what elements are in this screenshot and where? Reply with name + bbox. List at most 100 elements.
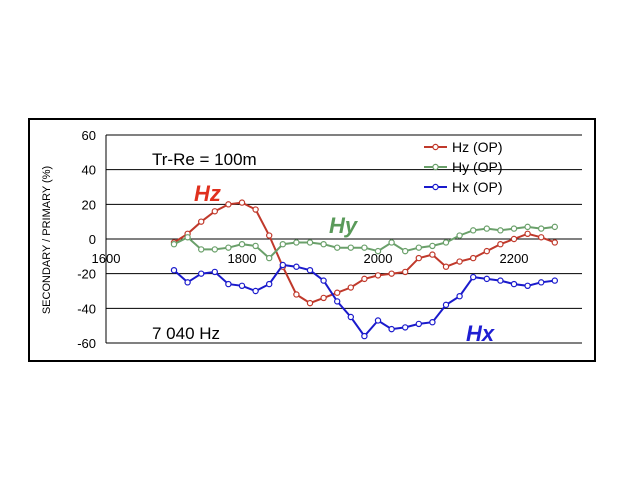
data-point xyxy=(361,332,368,340)
frequency-annotation: 7 040 Hz xyxy=(152,324,220,343)
data-point xyxy=(402,324,409,331)
data-point xyxy=(252,287,259,295)
data-point xyxy=(402,247,409,255)
x-tick-label: 2200 xyxy=(500,251,529,266)
data-point xyxy=(483,225,490,232)
y-axis-label: SECONDARY / PRIMARY (%) xyxy=(41,166,53,314)
data-point xyxy=(170,267,178,274)
data-point xyxy=(266,280,273,288)
data-point xyxy=(170,240,178,248)
data-point xyxy=(361,275,368,283)
data-point xyxy=(429,242,436,250)
data-point xyxy=(442,301,450,309)
x-tick-labels: 1600 1800 2000 2200 xyxy=(92,251,529,266)
data-point xyxy=(402,268,409,276)
data-point xyxy=(334,244,341,251)
data-point xyxy=(279,240,286,248)
x-tick-label: 1800 xyxy=(228,251,257,266)
data-point xyxy=(320,277,327,284)
data-point xyxy=(442,239,450,246)
data-point xyxy=(551,223,559,231)
data-point xyxy=(538,234,545,241)
data-point xyxy=(197,270,205,277)
data-point xyxy=(470,273,477,281)
data-point xyxy=(388,239,395,246)
y-tick-labels: 60 40 20 0 -20 -40 -60 xyxy=(77,128,96,351)
data-point xyxy=(456,258,463,265)
legend: Hz (OP) Hy (OP) Hx (OP) xyxy=(424,139,503,195)
data-point xyxy=(184,279,191,286)
data-point xyxy=(388,325,395,333)
data-point xyxy=(293,291,300,298)
data-point xyxy=(361,244,368,251)
data-point xyxy=(252,206,259,213)
data-point xyxy=(266,232,273,239)
y-tick-label: 40 xyxy=(82,163,96,178)
x-tick-label: 2000 xyxy=(364,251,393,266)
data-point xyxy=(320,240,327,248)
data-point xyxy=(279,261,286,269)
y-tick-label: 0 xyxy=(89,232,96,247)
separation-annotation: Tr-Re = 100m xyxy=(152,150,257,169)
data-point xyxy=(388,270,395,277)
data-point xyxy=(197,218,205,225)
data-point xyxy=(225,280,232,288)
data-point xyxy=(374,317,382,324)
data-point xyxy=(211,246,218,253)
data-point xyxy=(184,234,191,241)
data-point xyxy=(238,199,246,206)
series-line xyxy=(173,263,555,338)
series-1 xyxy=(170,199,559,307)
series-2 xyxy=(170,223,559,262)
legend-entry: Hz (OP) xyxy=(452,139,503,155)
data-point xyxy=(538,225,545,232)
data-point xyxy=(510,225,518,232)
data-point xyxy=(334,289,341,296)
data-point xyxy=(374,247,382,255)
y-tick-label: -40 xyxy=(77,301,96,316)
x-tick-label: 1600 xyxy=(92,251,121,266)
data-point xyxy=(347,284,354,291)
data-point xyxy=(415,244,422,251)
data-point xyxy=(320,294,327,302)
data-point xyxy=(429,251,436,258)
legend-marker xyxy=(432,143,439,151)
data-point xyxy=(456,232,463,239)
data-point xyxy=(415,254,422,262)
data-point xyxy=(456,293,463,300)
data-point xyxy=(551,239,559,246)
data-point xyxy=(415,320,422,328)
data-point xyxy=(538,279,545,286)
data-point xyxy=(510,235,518,243)
data-point xyxy=(429,319,436,326)
data-point xyxy=(442,263,450,270)
data-point xyxy=(524,223,531,231)
legend-marker xyxy=(432,183,439,191)
data-point xyxy=(510,280,518,288)
data-point xyxy=(347,244,354,251)
data-point xyxy=(470,254,477,262)
data-point xyxy=(483,247,490,255)
data-point xyxy=(293,263,300,270)
data-point xyxy=(225,201,232,208)
data-point xyxy=(211,208,218,215)
data-point xyxy=(334,298,341,305)
data-point xyxy=(497,240,504,248)
legend-entry: Hy (OP) xyxy=(452,159,503,175)
data-point xyxy=(225,244,232,251)
y-tick-label: -20 xyxy=(77,267,96,282)
curve-label-hz: Hz xyxy=(194,181,221,206)
data-point xyxy=(238,282,246,289)
series-3 xyxy=(170,261,559,340)
series-group xyxy=(170,199,559,340)
y-tick-label: 20 xyxy=(82,197,96,212)
data-point xyxy=(524,282,531,289)
data-point xyxy=(306,299,314,307)
curve-label-hx: Hx xyxy=(466,321,495,346)
y-tick-label: 60 xyxy=(82,128,96,143)
data-point xyxy=(252,242,259,250)
legend-marker xyxy=(432,163,439,171)
data-point xyxy=(374,272,382,279)
curve-label-hy: Hy xyxy=(329,213,359,238)
